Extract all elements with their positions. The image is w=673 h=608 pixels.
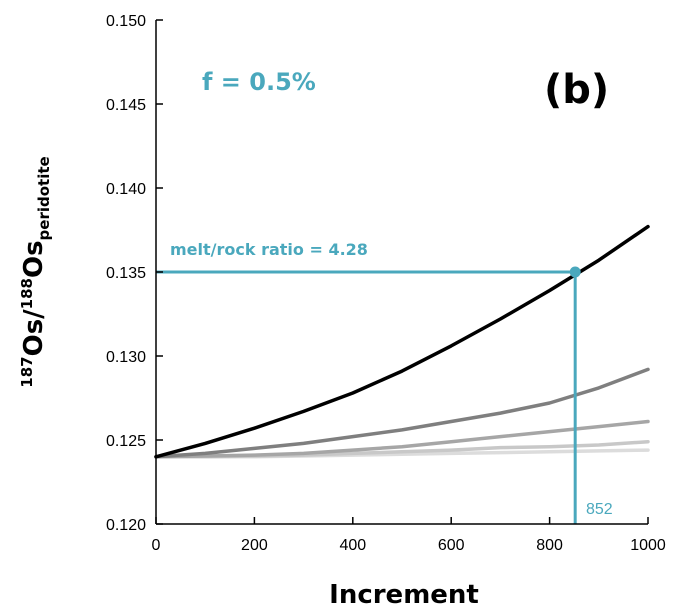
y-tick-label: 0.140: [106, 181, 146, 198]
x-tick-label: 400: [339, 537, 366, 554]
svg-text:187Os/188Osperidotite: 187Os/188Osperidotite: [18, 156, 53, 387]
y-title-os-1: Os/: [19, 309, 49, 357]
x-tick-label: 200: [241, 537, 268, 554]
y-tick-label: 0.135: [106, 265, 146, 282]
guide-layer: [156, 266, 581, 524]
series-line-2: [154, 367, 650, 459]
y-axis-title: 187Os/188Osperidotite: [18, 156, 53, 387]
x-tick-label: 1000: [630, 537, 666, 554]
series-line-3: [154, 419, 650, 459]
series-layer: [154, 224, 650, 459]
y-tick-label: 0.130: [106, 349, 146, 366]
x-tick-label: 0: [152, 537, 161, 554]
y-tick-label: 0.125: [106, 433, 146, 450]
y-title-superscript-188: 188: [18, 278, 36, 309]
y-title-subscript-peridotite: peridotite: [35, 156, 53, 240]
y-tick-label: 0.150: [106, 13, 146, 30]
panel-label: (b): [544, 67, 609, 113]
annotation-ratio: melt/rock ratio = 4.28: [170, 240, 368, 259]
y-tick-label: 0.145: [106, 97, 146, 114]
x-tick-label: 600: [438, 537, 465, 554]
y-tick-label: 0.120: [106, 517, 146, 534]
y-title-os-2: Os: [19, 240, 49, 278]
ticks-layer: 0 200 400 600 800 1000 0.120 0.125 0.130 0.135 0.1…: [106, 13, 666, 554]
y-title-superscript-187: 187: [18, 356, 36, 387]
series-line-1: [154, 224, 650, 459]
annotation-f: f = 0.5%: [202, 68, 316, 96]
x-axis-title: Increment: [329, 580, 479, 608]
marker-point: [569, 266, 581, 278]
x-tick-label: 800: [536, 537, 563, 554]
annotation-x-value: 852: [586, 501, 613, 518]
